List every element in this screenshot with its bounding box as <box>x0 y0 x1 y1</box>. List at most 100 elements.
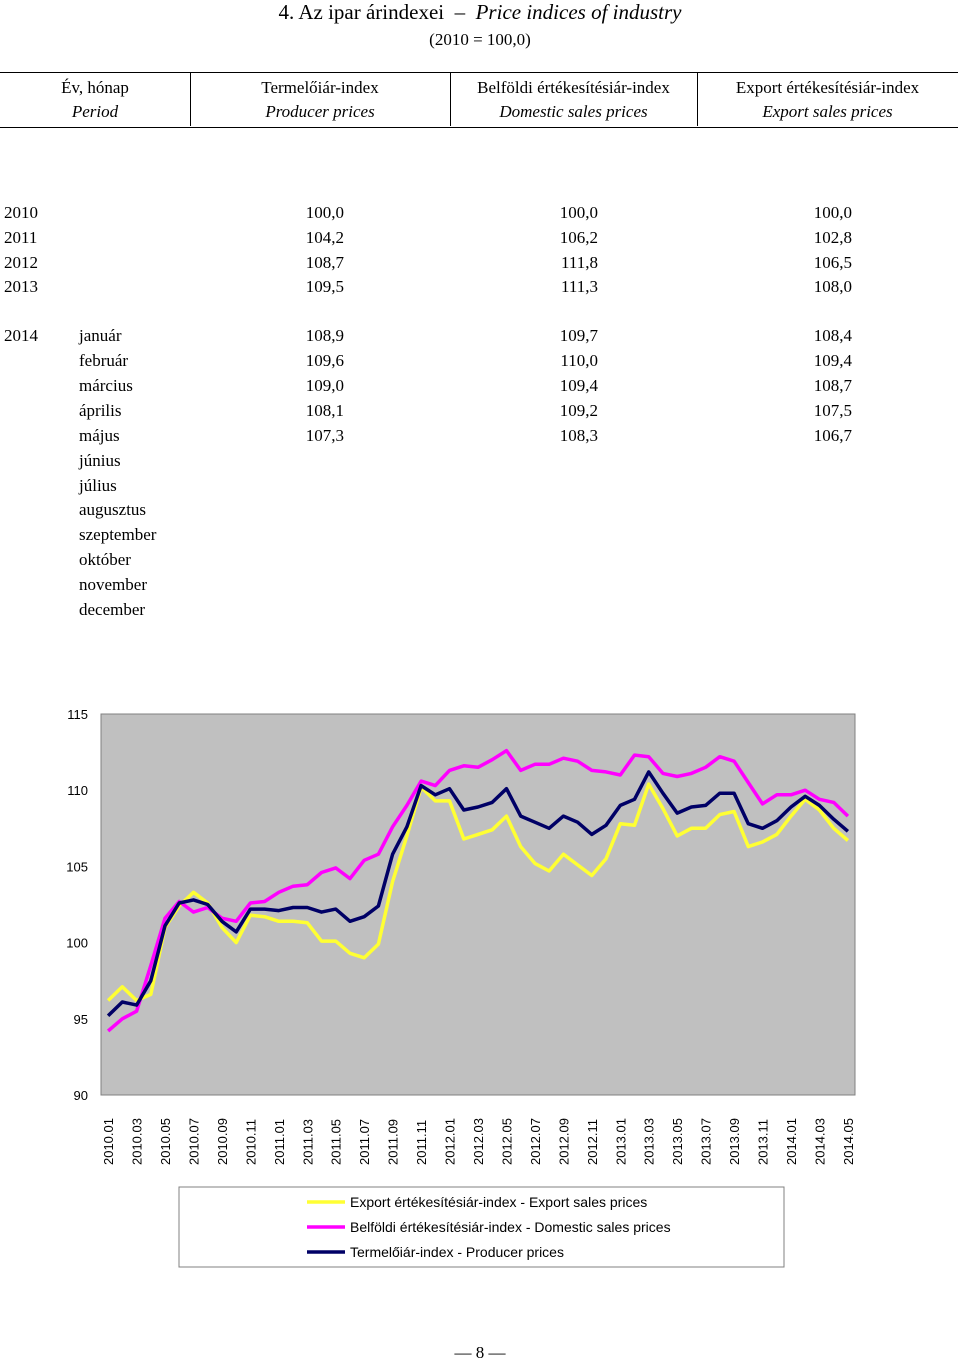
row-domestic: 106,2 <box>559 228 598 247</box>
legend-label: Belföldi értékesítésiár-index - Domestic… <box>350 1219 671 1235</box>
table-row: június <box>0 451 960 475</box>
legend-box <box>178 1186 785 1268</box>
row-export: 102,8 <box>813 228 852 247</box>
row-month: február <box>79 351 129 370</box>
x-tick-label: 2013.07 <box>699 1118 714 1165</box>
row-month: augusztus <box>79 500 147 519</box>
x-tick-label: 2013.01 <box>613 1118 628 1165</box>
row-domestic: 108,3 <box>559 426 598 445</box>
x-tick-label: 2011.03 <box>300 1119 315 1165</box>
series-line <box>106 748 850 1033</box>
x-tick-label: 2010.05 <box>158 1118 173 1165</box>
row-month: május <box>79 426 120 445</box>
table-row: 2013 109,5 111,3 108,0 <box>0 277 960 301</box>
row-export: 107,5 <box>813 401 852 420</box>
col-header-export: Export értékesítésiár-index Export sales… <box>697 72 958 126</box>
row-year: 2014 <box>4 326 38 345</box>
table-row: 2014 január 108,9 109,7 108,4 <box>0 326 960 350</box>
table-row: július <box>0 476 960 500</box>
row-month: április <box>79 401 122 420</box>
x-tick-label: 2014.01 <box>784 1118 799 1165</box>
x-tick-label: 2012.09 <box>556 1118 571 1165</box>
table-row: 2012 108,7 111,8 106,5 <box>0 253 960 277</box>
row-month: január <box>79 326 122 345</box>
y-tick-label: 90 <box>74 1088 88 1103</box>
col-header-hu: Belföldi értékesítésiár-index <box>477 78 670 97</box>
table-row: 2010 100,0 100,0 100,0 <box>0 203 960 227</box>
row-year: 2013 <box>4 277 38 296</box>
x-tick-label: 2013.03 <box>642 1118 657 1165</box>
header-divider <box>450 72 451 126</box>
series-line <box>106 770 850 1018</box>
table-row: október <box>0 550 960 574</box>
row-domestic: 111,8 <box>561 253 598 272</box>
table-row: augusztus <box>0 500 960 524</box>
x-tick-label: 2011.09 <box>386 1119 401 1165</box>
table-row: november <box>0 575 960 599</box>
table-row: december <box>0 600 960 624</box>
title-hu: 4. Az ipar árindexei <box>278 0 445 24</box>
legend-label: Termelőiár-index - Producer prices <box>350 1244 564 1260</box>
row-year: 2010 <box>4 203 38 222</box>
legend-label: Export értékesítésiár-index - Export sal… <box>350 1194 647 1210</box>
page-title: 4. Az ipar árindexei – Price indices of … <box>278 0 682 24</box>
col-header-en: Domestic sales prices <box>499 102 648 121</box>
row-export: 108,0 <box>813 277 852 296</box>
row-export: 108,4 <box>813 326 852 345</box>
series-line <box>106 782 850 1003</box>
row-export: 100,0 <box>813 203 852 222</box>
header-divider <box>190 72 191 126</box>
x-tick-label: 2011.07 <box>357 1119 372 1165</box>
plot-area <box>100 713 856 1096</box>
x-tick-label: 2010.09 <box>215 1118 230 1165</box>
x-tick-label: 2014.05 <box>841 1118 856 1165</box>
x-tick-label: 2013.09 <box>727 1118 742 1165</box>
chart-svg: 115 110 105 100 95 90 2010.01 2010.03 2010.05 201… <box>66 707 856 1268</box>
row-month: június <box>79 451 121 470</box>
y-tick-label: 115 <box>67 707 88 722</box>
row-producer: 109,6 <box>305 351 344 370</box>
page-number-value: 8 <box>475 1343 485 1362</box>
row-producer: 109,0 <box>305 376 344 395</box>
row-month: március <box>79 376 133 395</box>
row-domestic: 109,2 <box>559 401 598 420</box>
col-header-en: Period <box>71 102 119 121</box>
y-tick-label: 110 <box>67 783 88 798</box>
x-tick-label: 2014.03 <box>812 1118 827 1165</box>
row-producer: 109,5 <box>305 277 344 296</box>
row-producer: 108,7 <box>305 253 344 272</box>
x-tick-label: 2013.05 <box>670 1118 685 1165</box>
row-domestic: 109,7 <box>559 326 598 345</box>
x-tick-label: 2012.01 <box>443 1118 458 1165</box>
col-header-domestic: Belföldi értékesítésiár-index Domestic s… <box>450 72 697 126</box>
x-tick-label: 2012.11 <box>585 1119 600 1165</box>
page-number: — 8 — <box>454 1343 506 1362</box>
col-header-en: Producer prices <box>265 102 375 121</box>
y-tick-label: 95 <box>74 1012 88 1027</box>
col-header-hu: Termelőiár-index <box>261 78 379 97</box>
table-row: május 107,3 108,3 106,7 <box>0 426 960 450</box>
table-header <box>0 72 958 128</box>
header-divider <box>697 72 698 126</box>
col-header-hu: Év, hónap <box>61 78 129 97</box>
x-tick-label: 2011.05 <box>329 1119 344 1165</box>
col-header-period: Év, hónap Period <box>0 72 190 126</box>
row-year: 2011 <box>4 228 38 247</box>
base-year-note: (2010 = 100,0) <box>429 30 531 49</box>
row-producer: 100,0 <box>305 203 344 222</box>
row-year: 2012 <box>4 253 38 272</box>
col-header-en: Export sales prices <box>762 102 893 121</box>
row-producer: 104,2 <box>305 228 344 247</box>
title-en: Price indices of industry <box>475 0 682 24</box>
x-tick-label: 2011.01 <box>272 1119 287 1165</box>
x-tick-label: 2010.07 <box>186 1118 201 1165</box>
x-tick-label: 2010.01 <box>101 1118 116 1165</box>
table-row: 2011 104,2 106,2 102,8 <box>0 228 960 252</box>
row-domestic: 110,0 <box>560 351 598 370</box>
x-tick-label: 2012.05 <box>499 1118 514 1165</box>
x-tick-label: 2011.11 <box>414 1120 429 1165</box>
row-month: július <box>79 476 117 495</box>
table-row: február 109,6 110,0 109,4 <box>0 351 960 375</box>
y-tick-label: 100 <box>66 936 88 951</box>
y-tick-label: 105 <box>66 859 88 874</box>
